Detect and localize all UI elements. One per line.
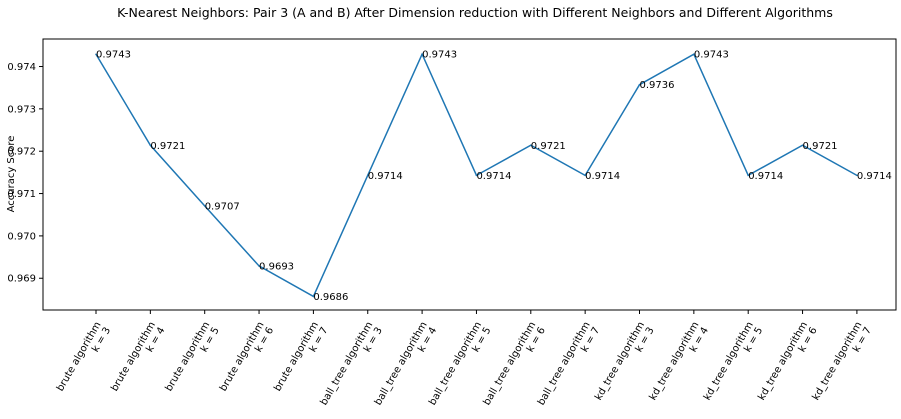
data-label: 0.9743 <box>96 50 131 61</box>
data-point <box>203 205 206 207</box>
data-label: 0.9721 <box>531 141 566 152</box>
data-point <box>693 53 695 56</box>
data-point <box>149 144 152 147</box>
data-point <box>366 174 369 177</box>
y-tick-label: 0.974 <box>7 62 36 73</box>
x-tick-label: kd_tree algorithmk = 5 <box>702 320 765 408</box>
data-label: 0.9686 <box>313 292 348 303</box>
data-label: 0.9714 <box>857 171 892 182</box>
data-point <box>584 174 586 177</box>
y-axis-label: Accuracy Score <box>6 136 17 213</box>
data-point <box>95 53 97 56</box>
y-tick-label: 0.970 <box>7 231 36 242</box>
y-tick-label: 0.969 <box>7 274 36 285</box>
data-label: 0.9714 <box>368 171 403 182</box>
x-tick-label-line: brute algorithm <box>55 320 104 393</box>
y-axis-ticks: 0.969 0.970 0.971 0.972 0.973 0.974 <box>7 62 43 285</box>
data-point <box>856 174 858 177</box>
data-point <box>638 83 641 86</box>
x-tick-label: brute algorithmk = 6 <box>218 320 276 399</box>
data-label: 0.9721 <box>803 141 838 152</box>
chart-title: K-Nearest Neighbors: Pair 3 (A and B) Af… <box>117 5 833 20</box>
data-labels: 0.9743 0.9721 0.9707 0.9693 0.9686 0.9714 0.97… <box>95 50 892 303</box>
data-label: 0.9721 <box>150 141 185 152</box>
x-tick-label: brute algorithmk = 7 <box>272 320 330 399</box>
data-point <box>801 144 804 147</box>
data-point <box>312 295 315 298</box>
plot-area-frame <box>42 38 897 311</box>
data-label: 0.9693 <box>259 261 294 272</box>
data-label: 0.9743 <box>422 50 457 61</box>
data-point <box>747 174 749 177</box>
x-tick-label-line: brute algorithm <box>272 320 321 393</box>
x-tick-label-line: brute algorithm <box>109 320 158 393</box>
x-tick-label-line: brute algorithm <box>218 320 267 393</box>
x-tick-label: kd_tree algorithmk = 7 <box>811 320 874 408</box>
data-point <box>258 265 260 267</box>
data-point <box>530 144 532 147</box>
y-tick-label: 0.971 <box>7 189 36 200</box>
x-tick-label: kd_tree algorithmk = 6 <box>756 320 819 408</box>
data-point <box>475 174 478 177</box>
data-label: 0.9714 <box>476 171 511 182</box>
x-tick-label: brute algorithmk = 4 <box>109 320 167 399</box>
data-label: 0.9714 <box>748 171 783 182</box>
y-tick-label: 0.973 <box>7 104 36 115</box>
data-label: 0.9707 <box>205 201 240 212</box>
data-label: 0.9743 <box>694 50 729 61</box>
data-label: 0.9736 <box>640 80 675 91</box>
x-tick-label: brute algorithmk = 5 <box>164 320 222 399</box>
y-tick-label: 0.972 <box>7 147 36 158</box>
data-point <box>421 53 423 56</box>
x-tick-label: kd_tree algorithmk = 4 <box>648 320 711 408</box>
data-label: 0.9714 <box>585 171 620 182</box>
x-tick-label: kd_tree algorithmk = 3 <box>593 320 656 408</box>
x-tick-label-line: brute algorithm <box>164 320 213 393</box>
x-tick-label: brute algorithmk = 3 <box>55 320 113 399</box>
